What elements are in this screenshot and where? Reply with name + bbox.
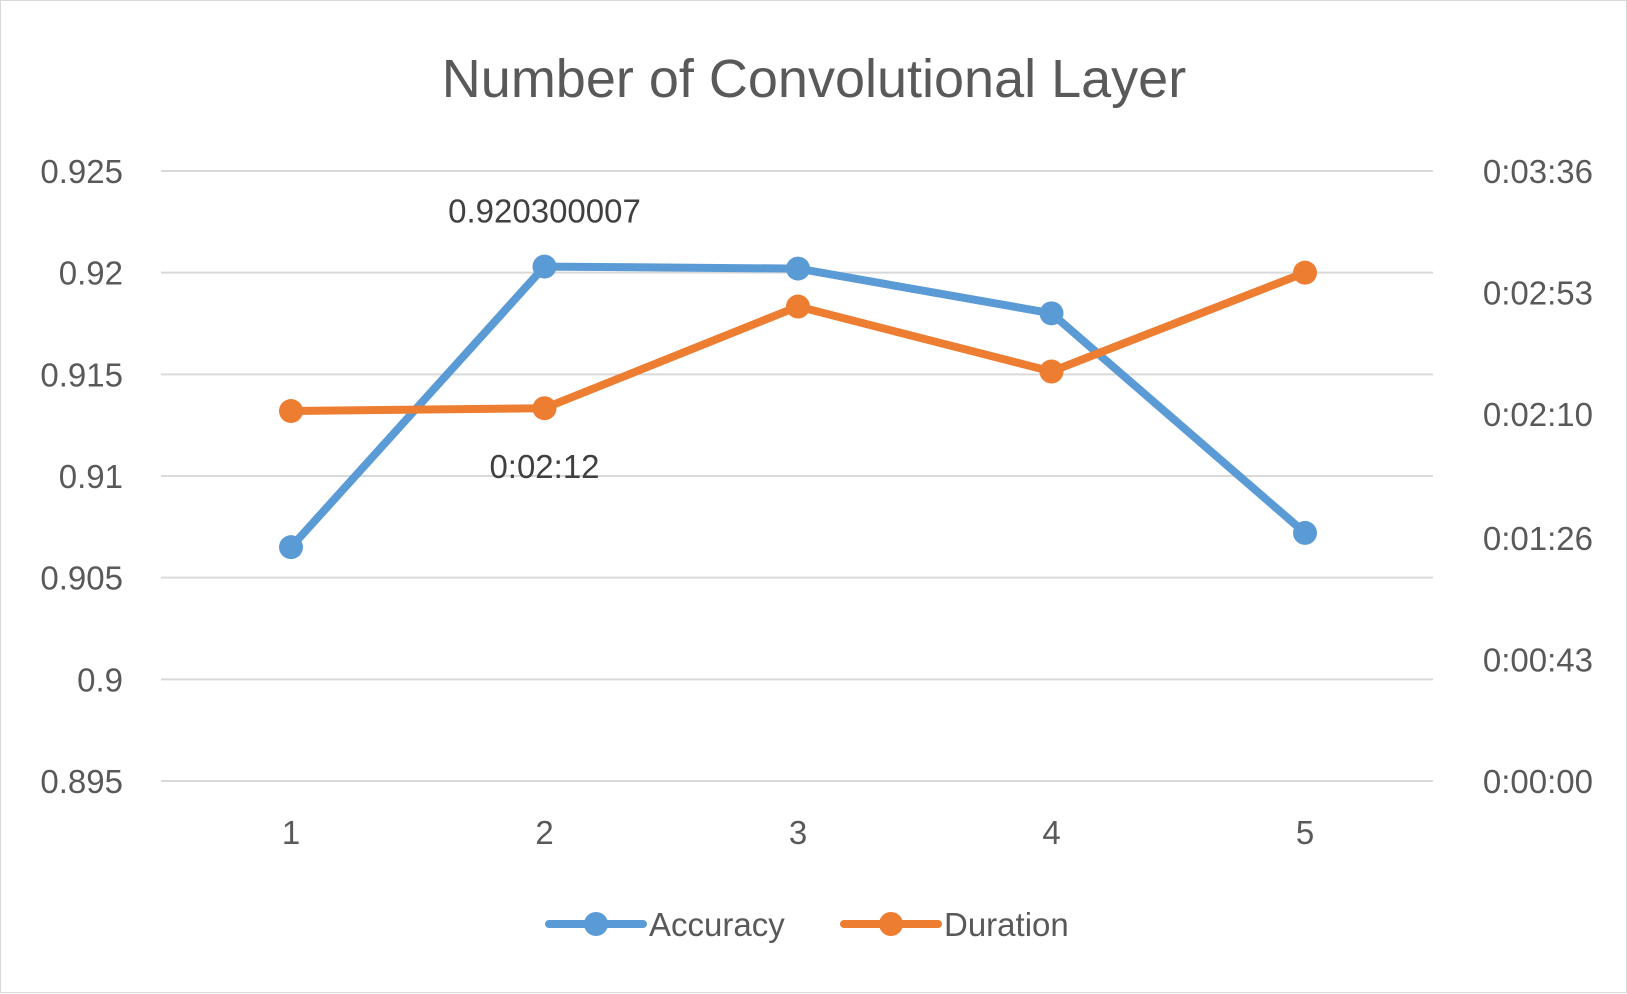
duration-line — [287, 268, 1309, 416]
data-label: 0:02:12 — [489, 448, 599, 485]
data-labels: 0.920300007 0:02:12 — [448, 193, 641, 486]
accuracy-point — [786, 256, 810, 281]
y-right-tick-label: 0:01:26 — [1483, 520, 1593, 557]
series-duration — [279, 260, 1317, 424]
x-tick-label: 5 — [1296, 814, 1314, 851]
y-right-tick-label: 0:00:00 — [1483, 763, 1593, 800]
accuracy-point — [532, 254, 557, 279]
legend-item-accuracy: Accuracy — [545, 906, 785, 943]
x-tick-label: 2 — [535, 814, 553, 851]
x-tick-label: 4 — [1042, 814, 1060, 851]
y-right-tick-label: 0:02:53 — [1483, 274, 1593, 311]
series-lines — [279, 254, 1317, 560]
accuracy-point — [279, 535, 303, 560]
right-y-axis: 0:00:00 0:00:43 0:01:26 0:02:10 0:02:53 0:03:… — [1483, 153, 1593, 800]
y-right-tick-label: 0:00:43 — [1483, 642, 1593, 679]
accuracy-point — [1039, 301, 1064, 326]
y-right-tick-label: 0:03:36 — [1483, 153, 1593, 190]
series-accuracy — [279, 254, 1317, 560]
accuracy-point — [1293, 520, 1317, 545]
y-right-tick-label: 0:02:10 — [1483, 396, 1593, 433]
duration-point — [786, 294, 810, 319]
y-left-tick-label: 0.905 — [40, 560, 123, 597]
duration-point — [1039, 359, 1064, 384]
legend: Accuracy Duration — [545, 906, 1069, 943]
left-y-axis: 0.895 0.9 0.905 0.91 0.915 0.92 0.925 — [40, 153, 123, 800]
duration-point — [532, 396, 557, 421]
duration-legend-marker — [879, 912, 903, 936]
duration-point — [279, 399, 303, 424]
y-left-tick-label: 0.925 — [40, 153, 123, 190]
accuracy-legend-marker — [584, 912, 608, 936]
chart-title: Number of Convolutional Layer — [442, 49, 1186, 109]
data-label: 0.920300007 — [448, 193, 641, 230]
x-tick-label: 1 — [282, 814, 300, 851]
x-tick-label: 3 — [789, 814, 807, 851]
y-left-tick-label: 0.895 — [40, 763, 123, 800]
x-axis: 1 2 3 4 5 — [282, 814, 1314, 851]
y-left-tick-label: 0.9 — [77, 661, 123, 698]
legend-label: Accuracy — [649, 906, 785, 943]
legend-item-duration: Duration — [840, 906, 1069, 943]
y-left-tick-label: 0.91 — [59, 458, 123, 495]
y-left-tick-label: 0.915 — [40, 356, 123, 393]
duration-point — [1293, 260, 1317, 285]
legend-label: Duration — [944, 906, 1069, 943]
y-left-tick-label: 0.92 — [59, 255, 123, 292]
